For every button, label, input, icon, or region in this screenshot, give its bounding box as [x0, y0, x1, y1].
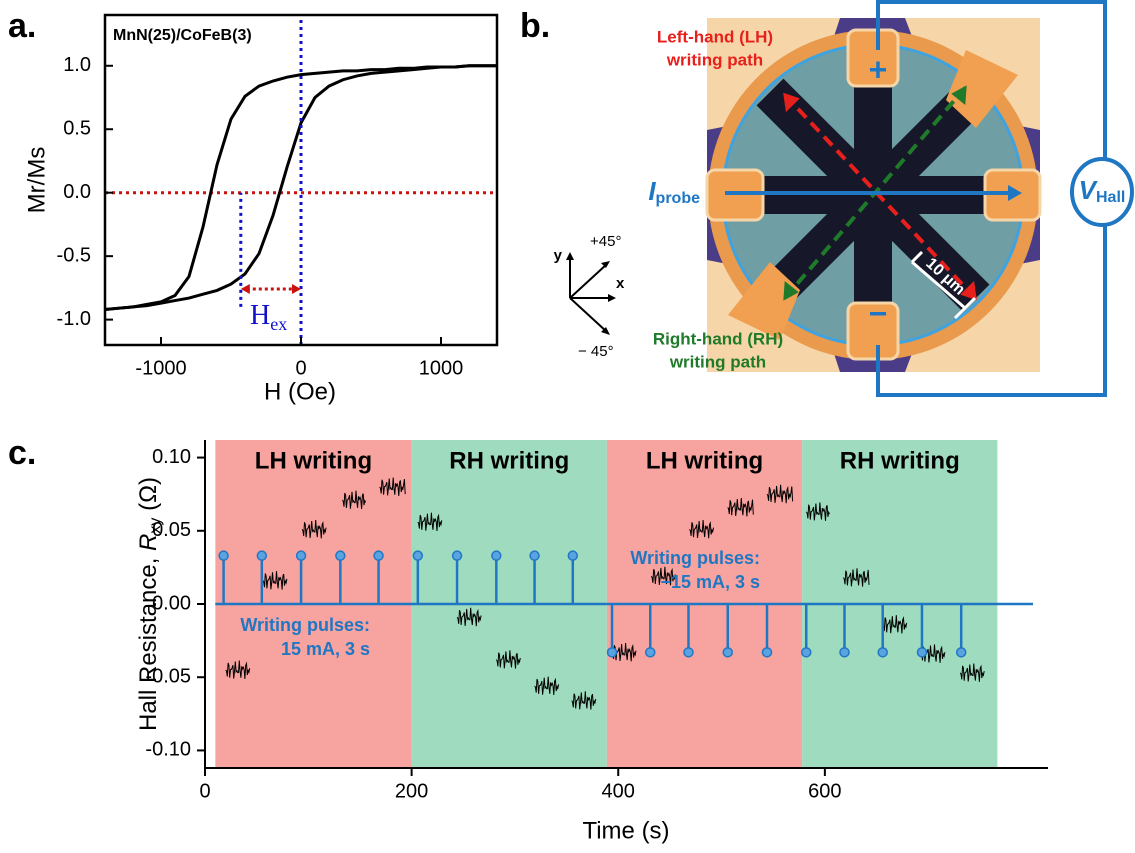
pulse-marker	[917, 648, 926, 657]
x-tick-label: 0	[199, 780, 210, 802]
pulse-annotation: Writing pulses:	[630, 548, 760, 568]
band-label: LH writing	[255, 447, 372, 474]
y-tick-label: -0.05	[145, 665, 191, 687]
y-tick-label: -0.10	[145, 739, 191, 761]
pulse-marker	[453, 551, 462, 560]
y-tick-label: 0.05	[152, 519, 191, 541]
lh-label: writing path	[666, 50, 763, 69]
pulse-marker	[878, 648, 887, 657]
pulse-marker	[568, 551, 577, 560]
page: 10 μm VHall + − Iprobe Left-hand (LH) wr…	[0, 0, 1135, 853]
x-tick-label: 1000	[419, 357, 464, 379]
pulse-marker	[684, 648, 693, 657]
x-axis-label: H (Oe)	[264, 378, 336, 405]
pulse-marker	[763, 648, 772, 657]
band-label: RH writing	[449, 447, 569, 474]
y-label-text: Hall Resistance,	[135, 551, 162, 731]
y-tick-label: 0.5	[63, 118, 91, 140]
hex-label: Hex	[250, 300, 287, 334]
x-tick-label: -1000	[135, 357, 186, 379]
hex-var: H	[250, 300, 270, 331]
axis-label: +45°	[590, 233, 621, 250]
y-tick-label: -0.5	[57, 244, 91, 266]
pulse-marker	[492, 551, 501, 560]
y-label-unit: (Ω)	[135, 477, 162, 518]
pulse-marker	[413, 551, 422, 560]
pulse-marker	[257, 551, 266, 560]
annotation: MnN(25)/CoFeB(3)	[113, 27, 252, 44]
y-tick-label: -1.0	[57, 308, 91, 330]
lh-label: Left-hand (LH)	[657, 27, 773, 46]
rh-label: writing path	[669, 352, 766, 371]
minus-sign: −	[869, 295, 888, 331]
pulse-marker	[957, 648, 966, 657]
x-tick-label: 0	[295, 357, 306, 379]
pulse-annotation: 15 mA, 3 s	[281, 639, 370, 659]
pulse-marker	[219, 551, 228, 560]
axis-label: y	[554, 247, 563, 264]
y-axis-label: Mr/Ms	[23, 147, 50, 214]
rh-label: Right-hand (RH)	[653, 329, 783, 348]
plus-sign: +	[869, 51, 888, 87]
x-axis-label: Time (s)	[582, 817, 669, 844]
axis-label: x	[616, 275, 625, 292]
pulse-marker	[297, 551, 306, 560]
pulse-marker	[646, 648, 655, 657]
pulse-annotation: −15 mA, 3 s	[660, 572, 760, 592]
hex-sub: ex	[270, 314, 287, 334]
panel-label: c.	[8, 434, 36, 472]
pulse-marker	[840, 648, 849, 657]
axis-label: − 45°	[578, 343, 614, 360]
pulse-marker	[802, 648, 811, 657]
figure: 10 μm VHall + − Iprobe Left-hand (LH) wr…	[0, 0, 1135, 853]
y-tick-label: 0.00	[152, 592, 191, 614]
axis-arrow	[570, 264, 607, 298]
y-tick-label: 0.0	[63, 181, 91, 203]
pulse-marker	[723, 648, 732, 657]
x-tick-label: 400	[602, 780, 635, 802]
probe-label: Iprobe	[648, 176, 700, 207]
pulse-annotation: Writing pulses:	[240, 615, 370, 635]
pulse-marker	[608, 648, 617, 657]
probe-sub: probe	[656, 190, 701, 207]
pulse-marker	[374, 551, 383, 560]
x-tick-label: 200	[395, 780, 428, 802]
pulse-marker	[530, 551, 539, 560]
vhall-sub: Hall	[1096, 189, 1125, 206]
panel-label: b.	[520, 7, 550, 45]
pulse-marker	[336, 551, 345, 560]
panel-label: a.	[8, 7, 36, 45]
band-label: RH writing	[840, 447, 960, 474]
y-tick-label: 1.0	[63, 54, 91, 76]
y-tick-label: 0.10	[152, 446, 191, 468]
band-label: LH writing	[646, 447, 763, 474]
x-tick-label: 600	[808, 780, 841, 802]
axis-arrow	[570, 298, 607, 332]
